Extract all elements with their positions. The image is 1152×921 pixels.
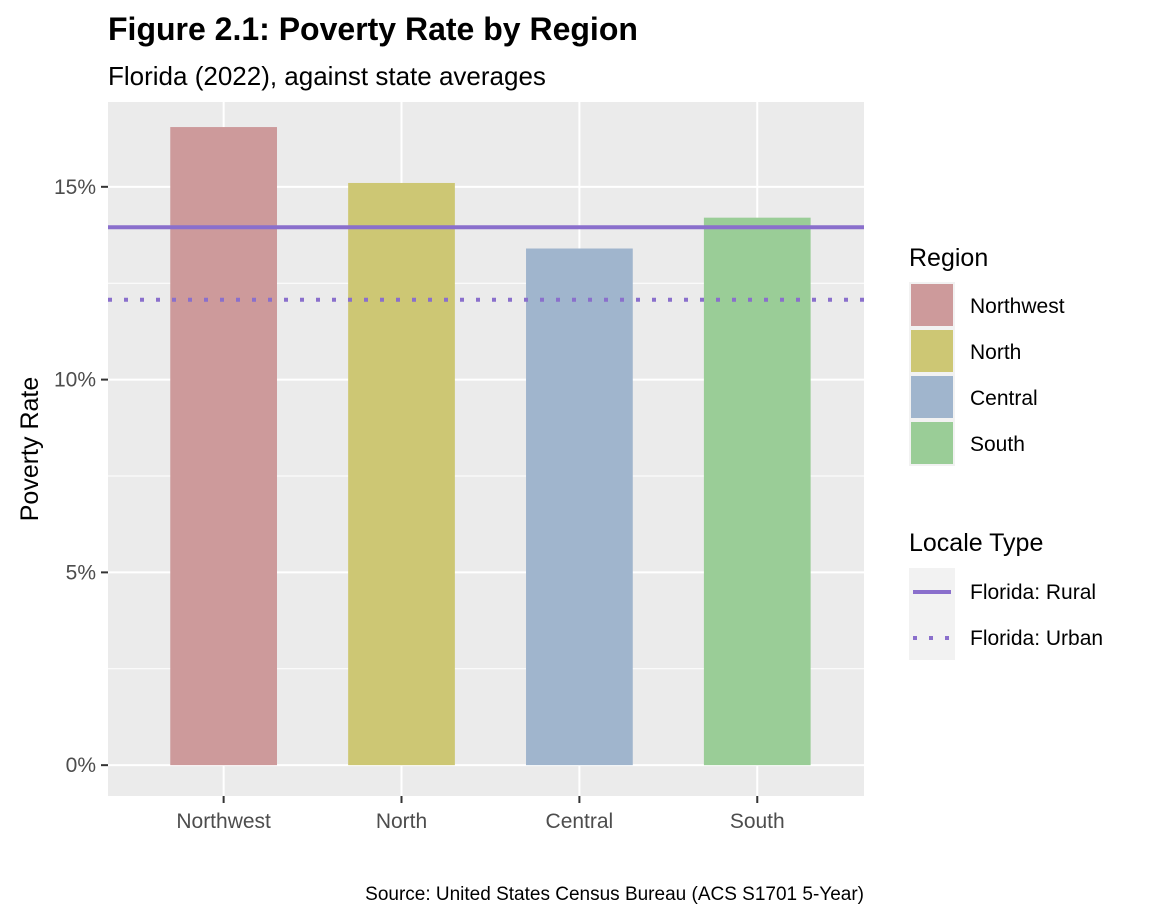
legend-title: Locale Type (909, 529, 1043, 557)
y-axis: 0% 5% 10% 15% (54, 176, 108, 777)
legend-swatch-central (911, 376, 953, 418)
x-tick-label: North (376, 810, 427, 833)
y-tick-label: 0% (66, 754, 96, 777)
legend-swatch-south (911, 422, 953, 464)
bar-central (526, 248, 633, 766)
legend-swatch-north (911, 330, 953, 372)
legend-label: Northwest (970, 295, 1065, 318)
x-tick-label: Northwest (176, 810, 271, 833)
legend-title: Region (909, 244, 988, 272)
y-axis-title: Poverty Rate (16, 377, 44, 522)
legend-locale: Locale Type Florida: Rural Florida: Urban (909, 529, 1103, 660)
bar-northwest (170, 127, 277, 766)
y-tick-label: 5% (66, 561, 96, 584)
x-tick-label: Central (546, 810, 614, 833)
x-tick-label: South (730, 810, 785, 833)
legend-region: Region Northwest North Central South (909, 244, 1065, 466)
bars (170, 127, 811, 766)
legend-label: North (970, 341, 1021, 364)
reference-lines (108, 225, 864, 302)
legend-label: Central (970, 387, 1038, 410)
x-axis: Northwest North Central South (176, 796, 785, 833)
legend-label: Florida: Urban (970, 627, 1103, 650)
legend-label: Florida: Rural (970, 581, 1096, 604)
bar-north (348, 182, 455, 766)
chart-title: Figure 2.1: Poverty Rate by Region (108, 11, 638, 47)
legend-label: South (970, 433, 1025, 456)
y-tick-label: 15% (54, 176, 96, 199)
chart-caption: Source: United States Census Bureau (ACS… (365, 884, 864, 905)
y-tick-label: 10% (54, 369, 96, 392)
bar-south (703, 217, 811, 766)
legend-swatch-northwest (911, 284, 953, 326)
chart-subtitle: Florida (2022), against state averages (108, 61, 546, 91)
